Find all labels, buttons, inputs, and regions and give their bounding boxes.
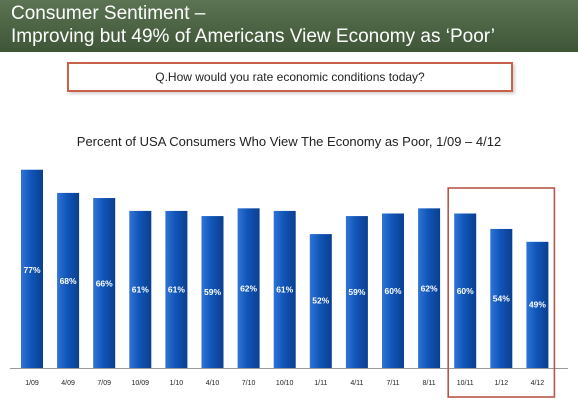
data-label: 61% xyxy=(132,285,149,295)
x-tick-label: 4/11 xyxy=(350,380,363,387)
bar-1-10 xyxy=(165,210,188,368)
data-label: 62% xyxy=(421,283,438,293)
x-tick-label: 1/10 xyxy=(170,380,184,387)
x-tick-label: 7/09 xyxy=(97,380,111,387)
slide-title-line-2: Improving but 49% of Americans View Econ… xyxy=(11,26,496,47)
data-label: 60% xyxy=(384,286,401,296)
x-tick-label: 4/09 xyxy=(61,380,75,387)
bar-10-11 xyxy=(454,213,477,368)
data-label: 62% xyxy=(240,283,257,293)
bar-10-09 xyxy=(129,210,152,368)
bar-8-11 xyxy=(418,208,441,368)
data-label: 61% xyxy=(276,285,293,295)
slide-header: Consumer Sentiment – Improving but 49% o… xyxy=(0,0,578,52)
x-tick-label: 10/09 xyxy=(132,380,150,387)
bar-7-10 xyxy=(237,208,260,368)
bar-4-11 xyxy=(345,216,368,368)
x-tick-label: 4/12 xyxy=(531,380,545,387)
data-label: 61% xyxy=(168,285,185,295)
x-tick-label: 8/11 xyxy=(423,380,436,387)
data-label: 60% xyxy=(457,286,474,296)
x-tick-label: 7/10 xyxy=(242,380,256,387)
bar-10-10 xyxy=(273,210,296,368)
x-tick-label: 10/10 xyxy=(276,380,294,387)
bar-4-10 xyxy=(201,216,224,368)
survey-question-text: Q.How would you rate economic conditions… xyxy=(155,70,425,84)
bar-7-09 xyxy=(93,198,116,368)
data-label: 77% xyxy=(23,265,40,275)
highlight-box xyxy=(447,187,556,398)
bar-4-09 xyxy=(57,192,80,368)
bar-7-11 xyxy=(382,213,404,368)
data-label: 52% xyxy=(312,296,329,306)
x-tick-label: 10/11 xyxy=(457,380,474,387)
x-tick-label: 4/10 xyxy=(206,380,220,387)
bar-1-09 xyxy=(21,169,43,368)
data-label: 49% xyxy=(529,299,546,309)
data-label: 68% xyxy=(60,276,77,286)
data-label: 54% xyxy=(493,293,510,303)
x-tick-label: 1/12 xyxy=(494,380,508,387)
bar-chart: 77% 1/09 68% 4/09 66% 7/09 61% 10/09 61% 1/10 59% 4… xyxy=(10,169,568,398)
survey-question-box: Q.How would you rate economic conditions… xyxy=(67,62,513,92)
slide-title-line-1: Consumer Sentiment – xyxy=(11,3,206,24)
data-label: 59% xyxy=(348,287,365,297)
bar-1-12 xyxy=(490,228,513,368)
bar-1-11 xyxy=(309,234,332,368)
x-tick-label: 1/11 xyxy=(314,380,327,387)
x-tick-label: 1/09 xyxy=(25,380,39,387)
x-tick-label: 7/11 xyxy=(386,380,399,387)
data-label: 66% xyxy=(96,278,113,288)
chart-title: Percent of USA Consumers Who View The Ec… xyxy=(76,134,502,149)
data-label: 59% xyxy=(204,287,221,297)
bar-4-12 xyxy=(526,241,549,368)
